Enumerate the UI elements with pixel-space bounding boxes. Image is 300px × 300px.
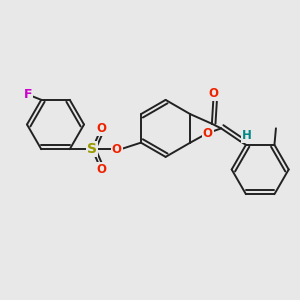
Text: O: O — [96, 163, 106, 176]
Text: S: S — [87, 142, 97, 156]
Text: O: O — [208, 87, 218, 100]
Text: F: F — [23, 88, 32, 101]
Text: O: O — [96, 122, 106, 135]
Text: H: H — [242, 129, 252, 142]
Text: O: O — [112, 143, 122, 156]
Text: O: O — [203, 127, 213, 140]
